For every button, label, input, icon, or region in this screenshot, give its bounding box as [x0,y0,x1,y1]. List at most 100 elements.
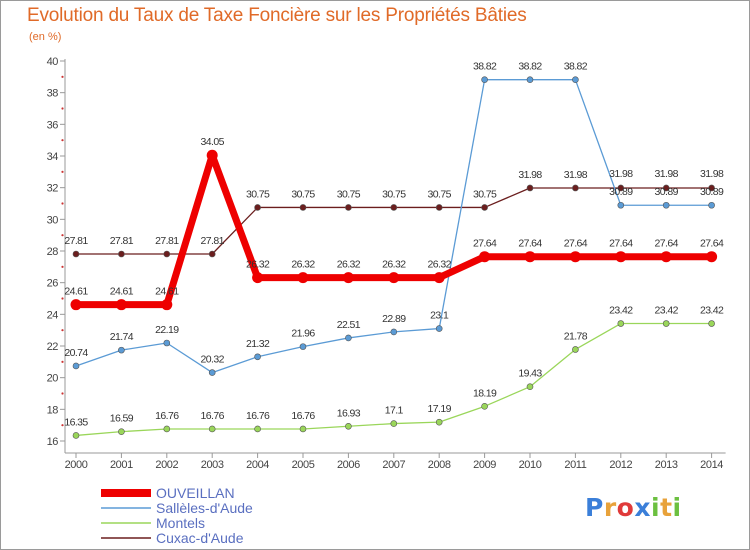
data-label: 30.75 [473,188,497,200]
data-point [297,272,309,284]
data-label: 31.98 [609,168,633,180]
y-tick-label: 28 [47,246,59,258]
data-label: 38.82 [518,61,542,73]
x-tick-label: 2005 [292,459,315,471]
data-point [617,184,625,192]
data-label: 20.74 [64,347,88,359]
data-label: 16.35 [64,416,88,428]
data-label: 18.19 [473,387,497,399]
data-point [390,420,398,427]
data-point [617,201,625,209]
logo-letter: r [603,493,617,522]
proxiti-logo: Proxiti [585,493,682,522]
data-label: 30.75 [337,188,361,200]
y-tick-label: 34 [47,151,59,163]
data-point [481,76,488,83]
data-point [662,320,670,327]
y-minor-tick [61,329,64,332]
data-label: 31.98 [564,169,588,181]
series-group [70,76,718,439]
data-label: 27.64 [518,238,542,250]
data-label: 30.89 [655,186,679,198]
data-point [524,251,536,263]
data-point [163,339,171,347]
data-label: 26.32 [246,259,270,271]
data-label: 27.64 [655,238,679,250]
data-label: 16.93 [337,407,361,419]
data-label: 16.76 [246,410,270,422]
data-label: 20.32 [201,354,225,366]
data-label: 23.42 [700,305,724,317]
data-point [299,425,307,433]
y-tick-label: 24 [47,309,59,321]
data-label: 31.98 [518,169,542,181]
legend-label: Sallèles-d'Aude [156,500,253,516]
data-point [390,328,398,336]
data-point [660,251,672,263]
x-tick-label: 2007 [382,459,405,471]
data-label: 31.98 [655,168,679,180]
y-tick-label: 22 [47,341,59,353]
data-point [390,204,398,211]
data-label: 21.96 [291,328,315,340]
data-label: 21.32 [246,338,270,350]
data-point [708,320,715,327]
y-minor-tick [61,234,64,237]
logo-letter: t [660,493,673,522]
x-tick-label: 2011 [564,459,586,471]
data-label: 30.75 [428,188,452,200]
data-label: 38.82 [473,61,497,73]
data-point [118,250,125,258]
y-tick-label: 16 [47,436,59,448]
data-point [208,250,216,258]
data-point [435,325,443,332]
data-point [299,343,307,350]
data-point [572,76,579,83]
logo-letter: i [672,493,682,522]
data-point [299,204,307,211]
data-label: 27.64 [609,238,633,250]
data-label: 17.19 [428,403,452,415]
data-label: 34.05 [201,136,225,148]
x-tick-label: 2009 [473,459,496,471]
y-tick-label: 26 [47,278,59,290]
data-point [118,428,125,435]
x-tick-label: 2014 [700,459,723,471]
data-label: 27.81 [201,235,225,247]
y-minor-tick [61,75,64,78]
legend-label: OUVEILLAN [156,485,235,501]
data-point [118,346,125,354]
y-tick-label: 18 [47,404,59,416]
data-point [615,251,627,263]
data-label: 27.81 [64,235,88,247]
data-point [435,418,443,426]
legend-label: Montels [156,515,205,531]
x-tick-label: 2001 [110,459,133,471]
data-point [708,184,715,192]
logo-letter: i [651,493,661,522]
data-label: 27.64 [564,238,588,250]
data-label: 26.32 [428,259,452,271]
data-label: 24.61 [64,286,88,298]
data-point [481,204,488,211]
legend-label: Cuxac-d'Aude [156,530,244,546]
x-tick-label: 2010 [519,459,542,471]
data-point [345,204,352,211]
y-minor-tick [61,424,64,427]
data-point [208,369,216,376]
data-label: 27.64 [700,238,724,250]
data-label: 38.82 [564,61,588,73]
x-tick-label: 2013 [655,459,678,471]
x-tick-label: 2003 [201,459,224,471]
y-tick-label: 20 [47,373,59,385]
data-point [163,250,171,258]
data-point [706,251,718,263]
data-label: 30.89 [700,186,724,198]
data-label: 17.1 [385,405,404,417]
data-label: 24.61 [155,286,179,298]
data-point [662,184,670,192]
data-label: 31.98 [700,168,724,180]
data-point [252,272,264,284]
data-label: 24.61 [110,286,134,298]
